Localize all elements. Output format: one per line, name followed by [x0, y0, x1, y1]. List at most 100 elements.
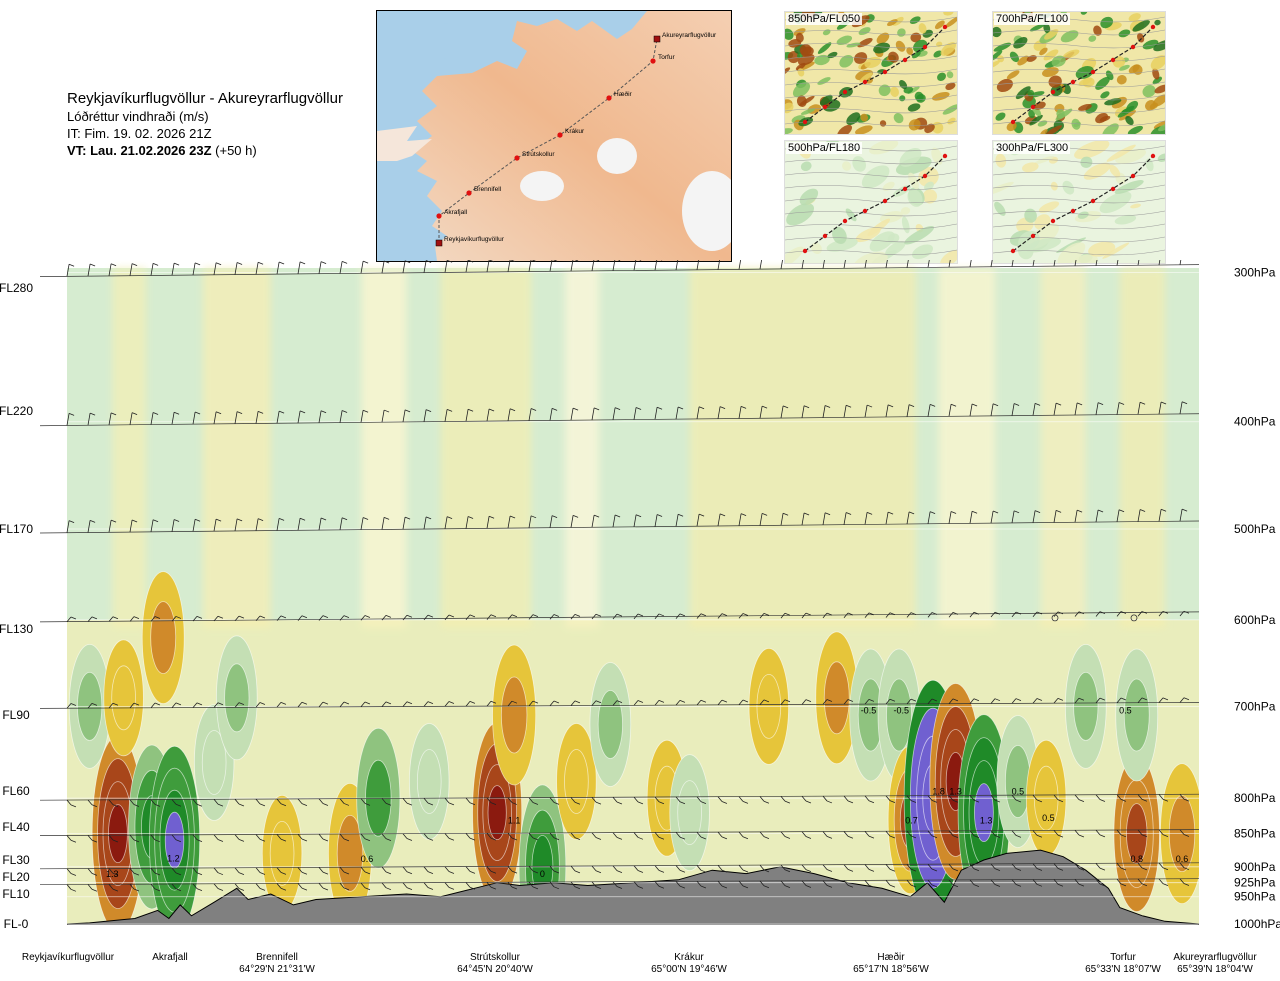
panel-route-point — [862, 208, 868, 214]
wind-barb-feather — [574, 700, 581, 704]
panel-field-blob — [942, 104, 957, 115]
wind-barb — [696, 613, 702, 619]
wind-barb — [990, 510, 994, 524]
wind-barb — [381, 517, 385, 530]
wind-barb-feather — [887, 511, 894, 515]
wind-barb-feather — [257, 410, 264, 414]
wind-barb-feather — [343, 871, 350, 875]
wind-barb — [1074, 829, 1080, 836]
panel-field-blob — [785, 28, 794, 40]
pressure-label: 900hPa — [1234, 860, 1276, 874]
wind-barb — [591, 797, 597, 803]
wind-barb — [444, 614, 450, 621]
wind-barb — [444, 701, 450, 707]
wind-barb-feather — [530, 515, 537, 519]
panel-field-blob — [1074, 141, 1110, 159]
wind-barb-feather — [679, 885, 686, 889]
wind-barb — [192, 834, 198, 840]
wind-barb-feather — [658, 801, 665, 805]
wind-barb — [822, 405, 826, 418]
wind-barb-feather — [677, 513, 684, 517]
wind-barb — [129, 883, 135, 890]
wind-barb — [675, 514, 679, 527]
wind-barb-feather — [406, 614, 413, 618]
panel-route-point — [1110, 186, 1116, 192]
wind-barb-feather — [637, 870, 644, 873]
wind-barb — [1074, 611, 1080, 617]
wind-barb-feather — [784, 612, 791, 616]
wind-barb — [1053, 879, 1059, 885]
wind-barb — [66, 616, 72, 623]
valid-time: VT: Lau. 21.02.2026 23Z (+50 h) — [67, 142, 377, 159]
value-label: 0.5 — [1012, 787, 1025, 797]
wind-barb — [612, 514, 616, 528]
wind-barb-feather — [469, 701, 476, 704]
wind-barb — [507, 832, 513, 839]
wind-barb — [297, 867, 303, 873]
wind-barb — [465, 797, 471, 804]
upper-band — [1040, 268, 1086, 628]
panel-field-blob — [1048, 75, 1062, 88]
wind-level-line — [39, 878, 1200, 886]
wind-barb — [276, 615, 282, 621]
wind-barb — [276, 883, 282, 889]
wind-barb — [822, 864, 828, 870]
panel-field-blob — [793, 28, 806, 36]
panel-field-blob — [839, 54, 854, 68]
wind-barb-feather — [448, 886, 455, 890]
panel-field-blob — [1106, 144, 1136, 162]
wind-level-line — [39, 413, 1200, 427]
wind-barb — [1137, 697, 1143, 703]
wind-barb — [339, 261, 343, 274]
value-label: 1.3 — [106, 869, 119, 879]
wind-barb-feather — [931, 868, 938, 872]
wind-barb — [360, 798, 366, 804]
pressure-label: 700hPa — [1234, 699, 1276, 713]
wind-barb — [1032, 863, 1038, 869]
wind-level-line — [39, 520, 1200, 534]
wind-barb-feather — [278, 261, 285, 265]
wind-barb — [948, 698, 954, 704]
wind-barb-feather — [488, 408, 495, 412]
wind-barb — [717, 699, 723, 706]
wind-barb-feather — [532, 802, 539, 805]
wind-barb-feather — [1015, 799, 1022, 803]
wind-barb — [87, 799, 93, 805]
wind-barb — [738, 406, 742, 419]
wind-barb — [570, 832, 576, 838]
wind-barb — [1095, 611, 1101, 617]
wind-barb-feather — [910, 800, 917, 803]
wind-barb — [549, 408, 553, 421]
wind-barb-feather — [553, 886, 560, 890]
panel-route-point — [882, 198, 888, 204]
wind-barb-feather — [929, 511, 936, 515]
map-point-label: Hæðir — [614, 90, 633, 98]
panel-850hpa-svg — [785, 12, 957, 134]
wind-barb-feather — [805, 800, 812, 804]
wind-barb — [843, 260, 846, 269]
x-point-coord: 64°45'N 20°40'W — [457, 964, 533, 975]
wind-barb — [780, 796, 786, 802]
wind-barb-feather — [1183, 834, 1190, 837]
panel-field-blob — [945, 16, 957, 28]
wind-barb-feather — [574, 837, 581, 841]
panel-field-blob — [993, 50, 1003, 61]
wind-barb — [339, 410, 343, 423]
wind-barb — [927, 612, 933, 618]
wind-barb-feather — [511, 614, 518, 618]
wind-barb — [528, 408, 532, 421]
panel-field-blob — [814, 54, 830, 66]
wind-barb — [675, 865, 681, 871]
wind-barb — [465, 260, 469, 273]
panel-field-blob — [846, 42, 861, 48]
wind-barb-feather — [1118, 509, 1125, 513]
value-label: 1.3 — [980, 815, 993, 825]
wind-barb — [423, 409, 427, 422]
map-point-marker — [557, 132, 563, 138]
wind-barb-feather — [1120, 799, 1127, 802]
wind-barb — [465, 614, 471, 620]
panel-field-blob — [997, 55, 1005, 63]
wind-barb — [87, 520, 91, 533]
panel-route-point — [902, 57, 908, 63]
wind-barb-feather — [574, 886, 581, 890]
